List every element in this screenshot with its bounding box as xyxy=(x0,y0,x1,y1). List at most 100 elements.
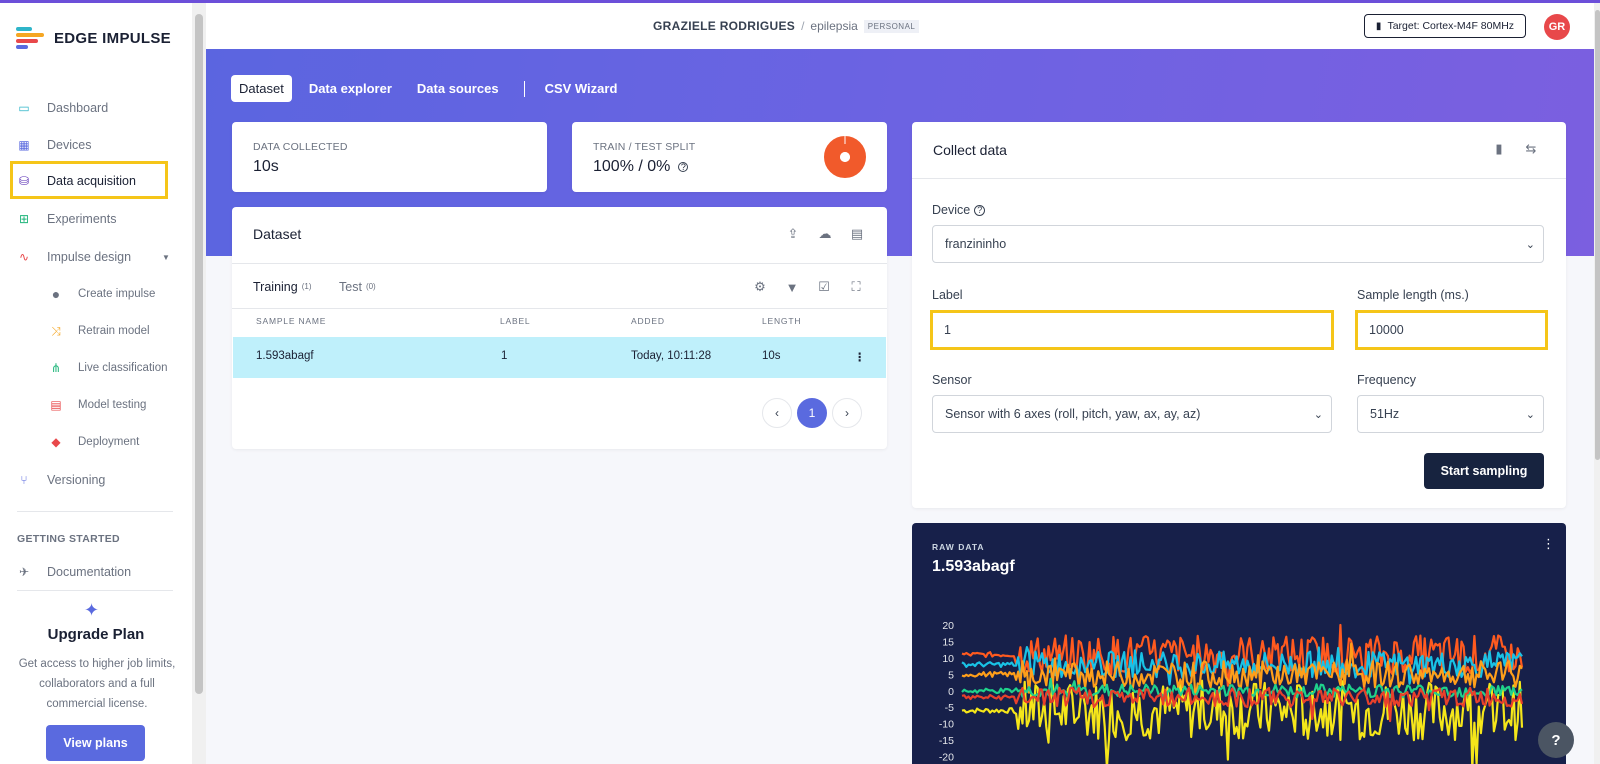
cloud-upload-icon[interactable]: ☁ xyxy=(818,226,832,241)
label-input[interactable]: 1 xyxy=(932,311,1332,349)
pagination-prev-button[interactable]: ‹ xyxy=(762,398,792,428)
file-icon[interactable]: ▤ xyxy=(850,226,864,241)
help-button[interactable]: ? xyxy=(1538,722,1574,758)
cell-length: 10s xyxy=(762,350,781,362)
filter-icon[interactable]: ▼ xyxy=(785,279,799,295)
sidebar-item-documentation[interactable]: ✈ Documentation xyxy=(0,558,192,586)
sensor-select[interactable]: Sensor with 6 axes (roll, pitch, yaw, ax… xyxy=(932,395,1332,433)
pagination-next-button[interactable]: › xyxy=(832,398,862,428)
sidebar-scrollbar-thumb[interactable] xyxy=(195,14,203,694)
y-tick-label: 0 xyxy=(948,686,954,698)
pulse-icon: ∿ xyxy=(18,250,30,264)
sidebar-item-label: Versioning xyxy=(47,473,106,487)
tree-icon: ⋔ xyxy=(50,361,62,375)
sidebar-item-versioning[interactable]: ⑂ Versioning xyxy=(0,466,192,494)
more-vertical-icon[interactable]: ⋮ xyxy=(1542,536,1555,551)
y-tick-label: -20 xyxy=(939,752,954,764)
cell-sample-name[interactable]: 1.593abagf xyxy=(256,350,314,362)
device-select-value: franzininho xyxy=(945,237,1007,251)
sample-length-input[interactable]: 10000 xyxy=(1357,311,1546,349)
sidebar-item-create-impulse[interactable]: ● Create impulse xyxy=(0,280,192,308)
split-label: TRAIN / TEST SPLIT xyxy=(593,141,696,153)
subtab-test[interactable]: Test (0) xyxy=(339,280,376,294)
usb-icon[interactable]: ⇆ xyxy=(1525,141,1537,156)
sparkle-icon: ✦ xyxy=(84,600,100,620)
chevron-down-icon: ⌄ xyxy=(1313,408,1323,421)
sidebar-section-getting-started: GETTING STARTED xyxy=(17,533,120,545)
highlight-box-label xyxy=(930,310,1334,350)
sensor-select-value: Sensor with 6 axes (roll, pitch, yaw, ax… xyxy=(945,407,1201,421)
subtab-test-count: (0) xyxy=(365,282,376,291)
tab-csv-wizard[interactable]: CSV Wizard xyxy=(544,81,618,96)
target-label: Target: Cortex-M4F 80MHz xyxy=(1387,20,1515,32)
row-menu-icon[interactable]: ⋮ xyxy=(854,352,866,364)
frequency-select[interactable]: 51Hz ⌄ xyxy=(1357,395,1544,433)
tab-data-sources[interactable]: Data sources xyxy=(416,81,499,96)
split-donut-hole xyxy=(840,152,850,162)
view-plans-button[interactable]: View plans xyxy=(46,725,145,761)
logo[interactable]: EDGE IMPULSE xyxy=(16,27,171,49)
upgrade-title: Upgrade Plan xyxy=(47,626,145,643)
label-input-value: 1 xyxy=(944,323,951,337)
device-select[interactable]: franzininho ⌄ xyxy=(932,225,1544,263)
frequency-select-value: 51Hz xyxy=(1370,407,1400,421)
sidebar-item-label: Impulse design xyxy=(47,250,132,264)
y-tick-label: -15 xyxy=(939,735,954,747)
train-test-split-card: TRAIN / TEST SPLIT 100% / 0% ? xyxy=(572,122,887,192)
sidebar-item-deployment[interactable]: ◆ Deployment xyxy=(0,428,192,456)
column-header-added[interactable]: ADDED xyxy=(631,316,665,326)
breadcrumb-separator: / xyxy=(801,19,805,33)
sidebar-item-model-testing[interactable]: ▤ Model testing xyxy=(0,391,192,419)
upload-icon[interactable]: ⇪ xyxy=(787,226,799,241)
sample-length-value: 10000 xyxy=(1369,323,1404,337)
tab-dataset[interactable]: Dataset xyxy=(231,75,292,102)
subtab-training[interactable]: Training (1) xyxy=(253,280,311,294)
database-icon: ⛁ xyxy=(18,174,30,188)
checkbox-icon[interactable]: ☑ xyxy=(818,279,830,294)
tab-data-explorer[interactable]: Data explorer xyxy=(308,81,392,96)
help-circle-icon[interactable]: ? xyxy=(974,204,986,216)
subtab-test-label: Test xyxy=(339,280,362,294)
card-divider xyxy=(912,178,1566,179)
tab-bar: Dataset Data explorer Data sources CSV W… xyxy=(231,75,634,102)
target-device-button[interactable]: ▮ Target: Cortex-M4F 80MHz xyxy=(1364,14,1526,38)
gear-eye-icon[interactable]: ⚙ xyxy=(754,279,766,294)
column-header-length[interactable]: LENGTH xyxy=(762,316,802,326)
help-circle-icon[interactable]: ? xyxy=(678,162,689,172)
sidebar-item-label: Dashboard xyxy=(47,101,109,115)
pagination-page-button[interactable]: 1 xyxy=(797,398,827,428)
highlight-box-data-acquisition xyxy=(10,161,168,199)
column-header-label[interactable]: LABEL xyxy=(500,316,531,326)
highlight-box-sample-length xyxy=(1355,310,1548,350)
sidebar-item-impulse-design[interactable]: ∿ Impulse design ▼ xyxy=(0,243,192,271)
sidebar-item-retrain-model[interactable]: ⤨ Retrain model xyxy=(0,317,192,345)
breadcrumb-user[interactable]: GRAZIELE RODRIGUES xyxy=(653,19,796,33)
raw-data-card: RAW DATA 1.593abagf ⋮ 20 15 10 5 0 -5 -10 -15 -2… xyxy=(912,523,1566,764)
start-sampling-button[interactable]: Start sampling xyxy=(1424,453,1544,489)
sidebar-item-data-acquisition[interactable]: ⛁ Data acquisition xyxy=(0,167,192,195)
sidebar-item-label: Create impulse xyxy=(78,288,156,300)
breadcrumb-project[interactable]: epilepsia xyxy=(810,19,858,33)
sidebar-item-live-classification[interactable]: ⋔ Live classification xyxy=(0,354,192,382)
sidebar-item-dashboard[interactable]: ▭ Dashboard xyxy=(0,94,192,122)
chevron-down-icon: ⌄ xyxy=(1525,408,1535,421)
series-line-1 xyxy=(961,623,1524,691)
column-header-sample-name[interactable]: SAMPLE NAME xyxy=(256,316,327,326)
sidebar-item-devices[interactable]: ▦ Devices xyxy=(0,131,192,159)
grid-icon: ⊞ xyxy=(18,212,30,226)
chip-icon[interactable]: ▮ xyxy=(1495,141,1503,156)
expand-icon[interactable]: ⛶ xyxy=(851,279,861,294)
sidebar-item-experiments[interactable]: ⊞ Experiments xyxy=(0,205,192,233)
table-row[interactable]: 1.593abagf 1 Today, 10:11:28 10s ⋮ xyxy=(233,337,886,378)
rocket-icon: ✈ xyxy=(18,565,30,579)
shuffle-icon: ⤨ xyxy=(51,323,61,338)
y-tick-label: -5 xyxy=(945,702,954,714)
page-scrollbar-thumb[interactable] xyxy=(1595,10,1600,460)
raw-data-title: 1.593abagf xyxy=(932,558,1015,575)
series-line-0 xyxy=(961,679,1524,764)
avatar[interactable]: GR xyxy=(1544,14,1570,40)
breadcrumb: GRAZIELE RODRIGUES / epilepsia PERSONAL xyxy=(653,19,920,33)
split-value-row: 100% / 0% ? xyxy=(593,158,689,176)
card-divider xyxy=(232,308,887,309)
raw-data-label: RAW DATA xyxy=(932,542,985,552)
